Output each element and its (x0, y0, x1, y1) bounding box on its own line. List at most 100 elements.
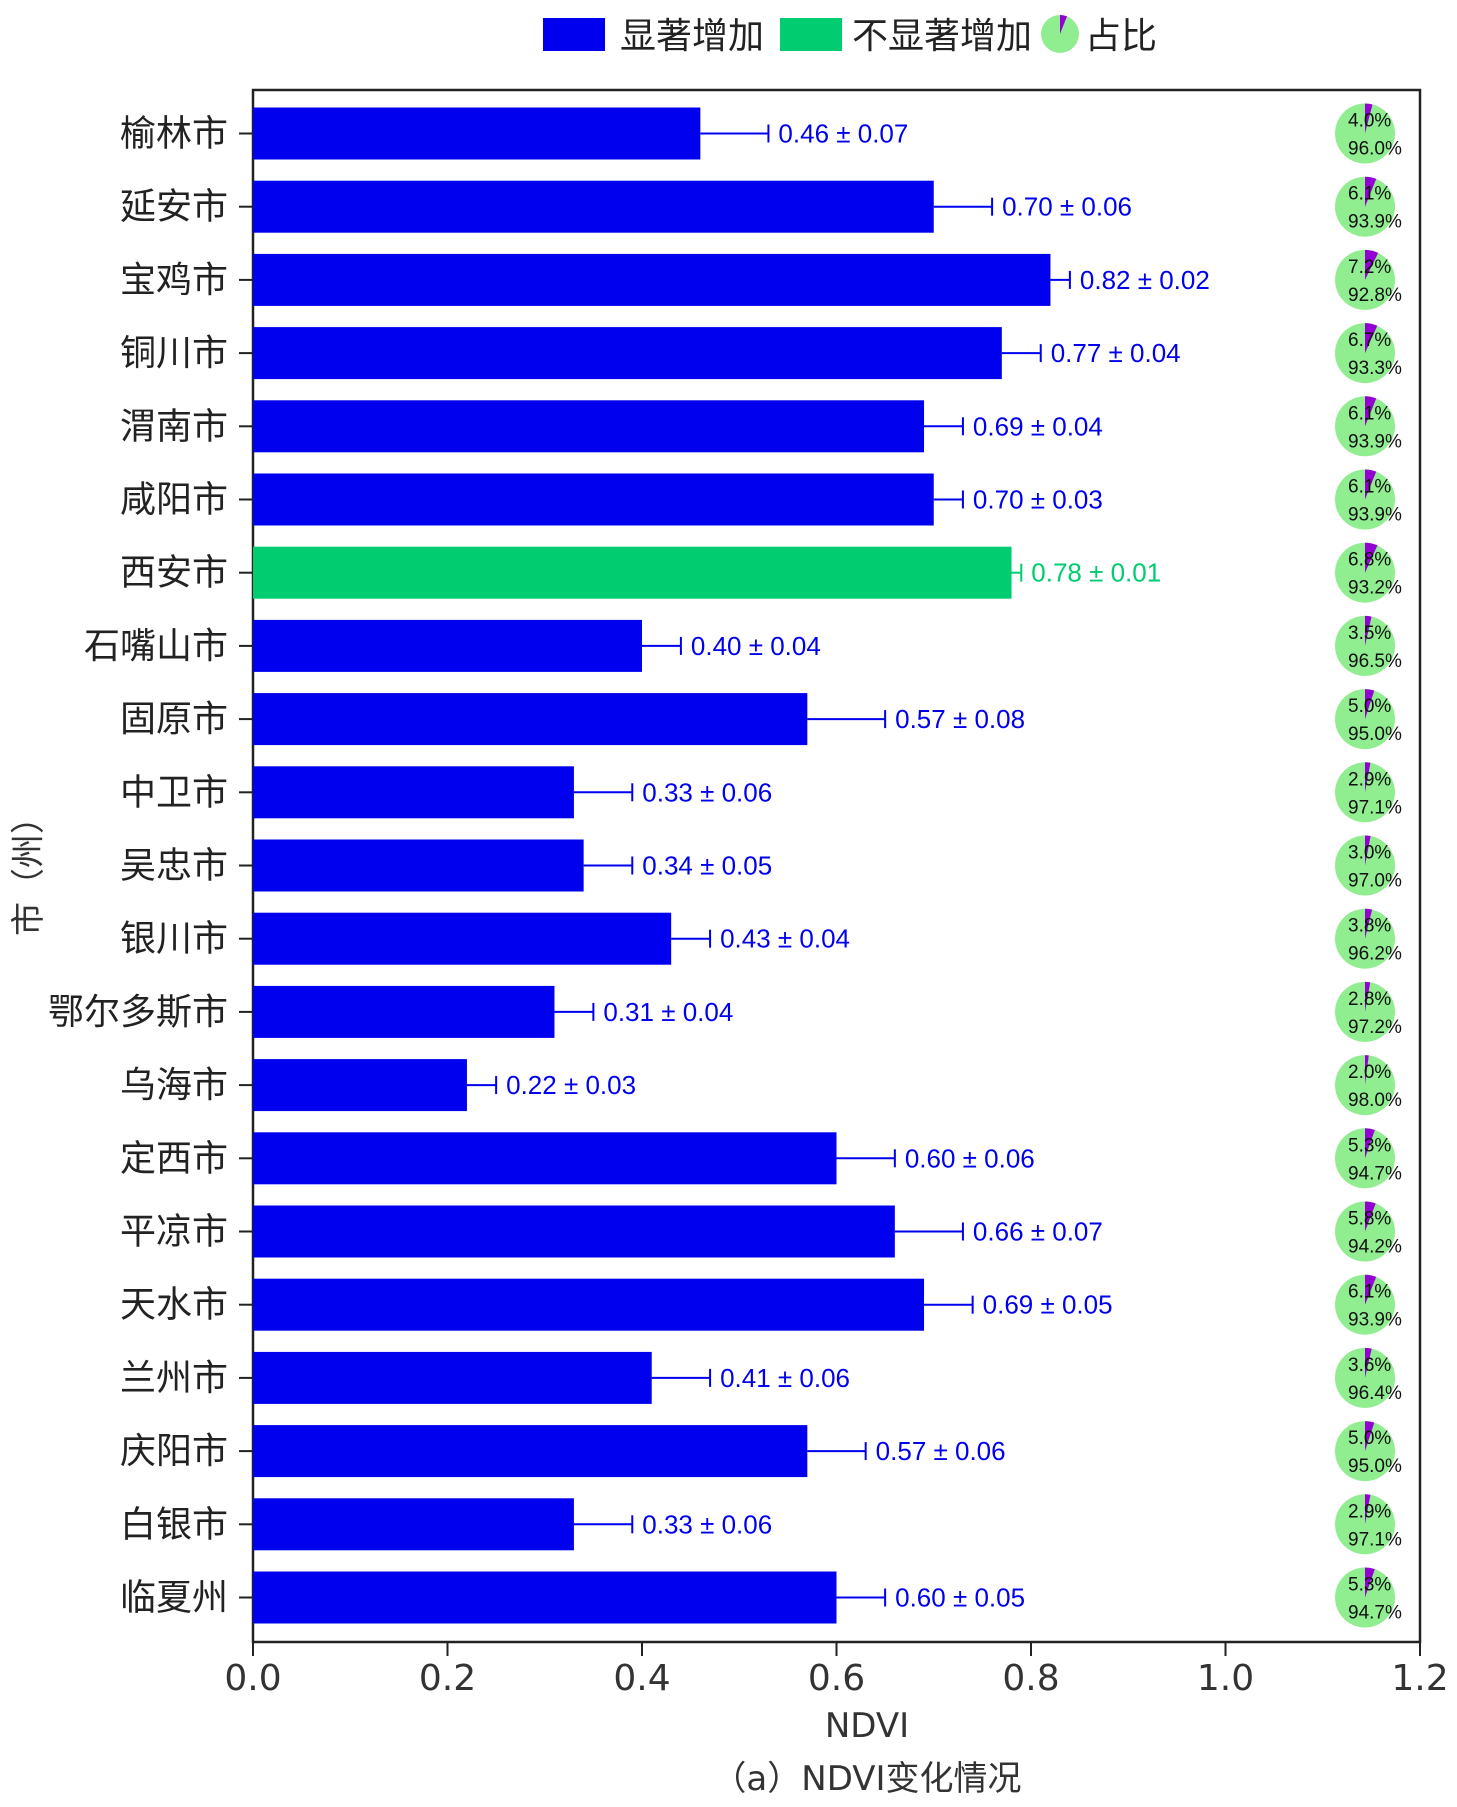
pie-major-label: 97.1% (1348, 797, 1402, 818)
bar (253, 912, 672, 965)
share-pie-slice (1365, 908, 1373, 939)
pie-minor-label: 5.8% (1348, 1209, 1391, 1230)
pie-minor-label: 2.8% (1348, 989, 1391, 1010)
pie-minor-label: 6.7% (1348, 330, 1391, 351)
value-label: 0.77 ± 0.04 (1051, 338, 1181, 368)
value-label: 0.70 ± 0.06 (1002, 192, 1132, 222)
share-pie-slice (1365, 1494, 1371, 1525)
category-label: 庆阳市 (120, 1431, 228, 1472)
share-pie-slice (1365, 1274, 1377, 1305)
value-label: 0.69 ± 0.05 (983, 1290, 1113, 1320)
value-label: 0.41 ± 0.06 (720, 1363, 850, 1393)
pie-major-label: 93.9% (1348, 1310, 1402, 1331)
category-label: 渭南市 (120, 406, 228, 447)
value-label: 0.78 ± 0.01 (1031, 558, 1161, 588)
share-pie-slice (1365, 835, 1371, 866)
pie-major-label: 93.9% (1348, 505, 1402, 526)
bar (253, 180, 934, 233)
pie-major-label: 95.0% (1348, 1456, 1402, 1477)
pie-major-label: 94.2% (1348, 1237, 1402, 1258)
value-label: 0.40 ± 0.04 (691, 631, 821, 661)
pie-major-label: 93.9% (1348, 212, 1402, 233)
category-label: 临夏州 (120, 1578, 228, 1619)
share-pie-slice (1365, 762, 1371, 793)
category-label: 中卫市 (120, 772, 228, 813)
share-pie-slice (1365, 323, 1378, 354)
category-label: 白银市 (120, 1504, 228, 1545)
category-label: 天水市 (120, 1285, 228, 1326)
pie-major-label: 94.7% (1348, 1603, 1402, 1624)
x-tick-label: 0.2 (419, 1658, 476, 1699)
bar (253, 1132, 837, 1185)
share-pie-slice (1365, 615, 1372, 646)
pie-minor-label: 6.1% (1348, 403, 1391, 424)
share-pie-slice (1365, 103, 1373, 134)
pie-minor-label: 5.3% (1348, 1575, 1391, 1596)
x-tick-label: 0.4 (613, 1658, 670, 1699)
pie-major-label: 96.4% (1348, 1383, 1402, 1404)
x-tick-label: 1.2 (1391, 1658, 1448, 1699)
pie-major-label: 93.9% (1348, 431, 1402, 452)
legend: 显著增加 不显著增加 占比 (543, 14, 1157, 57)
value-label: 0.43 ± 0.04 (720, 924, 850, 954)
value-label: 0.82 ± 0.02 (1080, 265, 1210, 295)
bar (253, 1278, 925, 1331)
pie-major-label: 92.8% (1348, 285, 1402, 306)
share-pie-slice (1365, 1421, 1375, 1452)
category-label: 吴忠市 (120, 846, 228, 887)
pie-minor-label: 6.1% (1348, 477, 1391, 498)
pie-minor-label: 6.1% (1348, 1282, 1391, 1303)
pie-minor-label: 5.0% (1348, 696, 1391, 717)
bar (253, 473, 934, 526)
bar (253, 253, 1051, 306)
pie-minor-label: 6.8% (1348, 550, 1391, 571)
pie-major-label: 95.0% (1348, 724, 1402, 745)
pie-major-label: 97.1% (1348, 1529, 1402, 1550)
share-pie-slice (1365, 1055, 1369, 1086)
pie-minor-label: 2.0% (1348, 1062, 1391, 1083)
value-label: 0.60 ± 0.06 (905, 1143, 1035, 1173)
ticks-layer: 榆林市延安市宝鸡市铜川市渭南市咸阳市西安市石嘴山市固原市中卫市吴忠市银川市鄂尔多… (48, 114, 1449, 1700)
pie-minor-label: 3.6% (1348, 1355, 1391, 1376)
value-label: 0.69 ± 0.04 (973, 411, 1103, 441)
bar (253, 1059, 467, 1112)
legend-swatch-significant (543, 18, 605, 51)
value-label: 0.57 ± 0.08 (895, 704, 1025, 734)
share-pie-slice (1365, 1567, 1375, 1598)
share-pie-slice (1365, 1201, 1376, 1232)
legend-label-not-significant: 不显著增加 (852, 16, 1032, 57)
pie-minor-label: 6.1% (1348, 184, 1391, 205)
value-label: 0.31 ± 0.04 (603, 997, 733, 1027)
bar (253, 107, 701, 160)
share-pie-slice (1365, 249, 1379, 280)
x-tick-label: 0.0 (224, 1658, 281, 1699)
bar (253, 1425, 808, 1478)
pie-minor-label: 5.3% (1348, 1135, 1391, 1156)
pie-major-label: 97.2% (1348, 1017, 1402, 1038)
share-pie-slice (1365, 469, 1377, 500)
pie-minor-label: 3.8% (1348, 916, 1391, 937)
category-label: 榆林市 (120, 114, 228, 155)
bars-layer: 0.46 ± 0.07 0.70 ± 0.06 0.82 ± 0.02 0.77 ± … (253, 107, 1210, 1624)
category-label: 平凉市 (120, 1212, 228, 1253)
category-label: 乌海市 (120, 1065, 228, 1106)
chart-caption: （a）NDVI变化情况 (712, 1759, 1021, 1799)
bar (253, 327, 1002, 380)
category-label: 石嘴山市 (84, 626, 228, 667)
bar (253, 766, 574, 819)
value-label: 0.33 ± 0.06 (642, 777, 772, 807)
pie-major-label: 93.3% (1348, 358, 1402, 379)
pie-major-label: 97.0% (1348, 871, 1402, 892)
category-label: 定西市 (120, 1138, 228, 1179)
bar (253, 693, 808, 746)
pie-major-label: 96.2% (1348, 944, 1402, 965)
legend-pie-icon (1041, 14, 1079, 53)
pie-major-label: 96.5% (1348, 651, 1402, 672)
x-tick-label: 0.8 (1002, 1658, 1059, 1699)
share-pie-slice (1365, 176, 1377, 207)
legend-label-share: 占比 (1085, 16, 1157, 57)
category-label: 延安市 (120, 187, 228, 228)
bar (253, 546, 1012, 599)
bar (253, 1571, 837, 1624)
